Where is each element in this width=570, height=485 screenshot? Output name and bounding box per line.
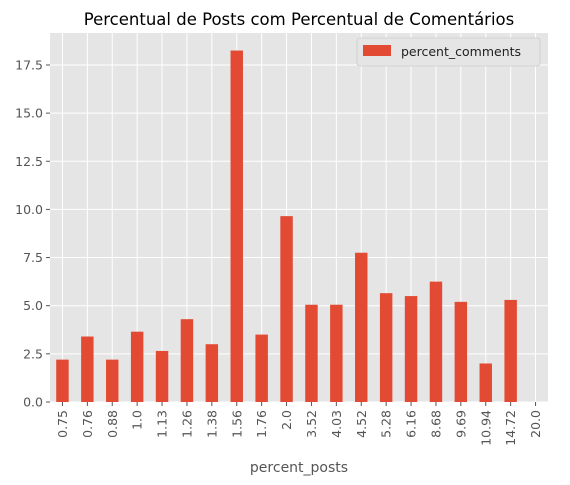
bar [479, 363, 492, 402]
bar [130, 331, 144, 402]
x-tick-label: 2.0 [279, 410, 294, 430]
x-tick-label: 1.26 [179, 410, 194, 438]
x-tick-label: 8.68 [428, 410, 443, 438]
x-tick-label: 0.75 [55, 410, 70, 438]
chart-title: Percentual de Posts com Percentual de Co… [84, 10, 515, 29]
y-tick-label: 5.0 [23, 298, 43, 313]
bar [106, 359, 119, 402]
bar [230, 50, 243, 402]
bar [155, 350, 169, 402]
x-tick-label: 6.16 [404, 410, 419, 438]
x-tick-label: 0.76 [80, 410, 95, 438]
bar [429, 281, 443, 402]
x-tick-label: 1.13 [155, 410, 170, 438]
x-tick-label: 5.28 [379, 410, 394, 438]
x-tick-label: 20.0 [528, 410, 543, 438]
bar [255, 334, 268, 402]
bar [504, 299, 517, 402]
y-tick-label: 12.5 [15, 154, 43, 169]
bar [56, 359, 69, 402]
y-tick-labels: 0.0 2.5 5.0 7.5 10.0 12.5 15.0 17.5 [15, 57, 50, 410]
x-tick-label: 1.0 [130, 410, 145, 430]
bar [305, 304, 318, 402]
legend-label: percent_comments [401, 44, 521, 59]
bar [404, 296, 418, 402]
bar [379, 293, 393, 402]
y-tick-label: 10.0 [15, 202, 43, 217]
x-tick-label: 3.52 [304, 410, 319, 438]
x-tick-labels: 0.75 0.76 0.88 1.0 1.13 1.26 1.38 1.56 1.76 2.0 3.… [55, 402, 543, 446]
bar [454, 301, 468, 402]
x-tick-label: 0.88 [105, 410, 120, 438]
x-axis-label: percent_posts [250, 460, 348, 476]
x-tick-label: 10.94 [478, 410, 493, 446]
x-tick-label: 1.76 [254, 410, 269, 438]
x-tick-label: 9.69 [453, 410, 468, 438]
bar [180, 319, 194, 402]
plot-background [50, 33, 548, 402]
bar [81, 336, 94, 402]
y-tick-label: 2.5 [23, 346, 43, 361]
x-tick-label: 4.03 [329, 410, 344, 438]
y-tick-label: 0.0 [23, 395, 43, 410]
x-tick-label: 4.52 [354, 410, 369, 438]
bars [56, 50, 517, 402]
bar [280, 216, 293, 402]
x-tick-label: 1.38 [204, 410, 219, 438]
legend: percent_comments [356, 37, 541, 67]
x-tick-label: 14.72 [503, 410, 518, 446]
bar [330, 304, 343, 402]
legend-box [356, 37, 541, 67]
bar [355, 252, 368, 402]
legend-swatch [363, 45, 391, 56]
bar [205, 344, 219, 402]
y-tick-label: 7.5 [23, 250, 43, 265]
y-tick-label: 17.5 [15, 57, 43, 72]
x-tick-label: 1.56 [229, 410, 244, 438]
y-tick-label: 15.0 [15, 106, 43, 121]
